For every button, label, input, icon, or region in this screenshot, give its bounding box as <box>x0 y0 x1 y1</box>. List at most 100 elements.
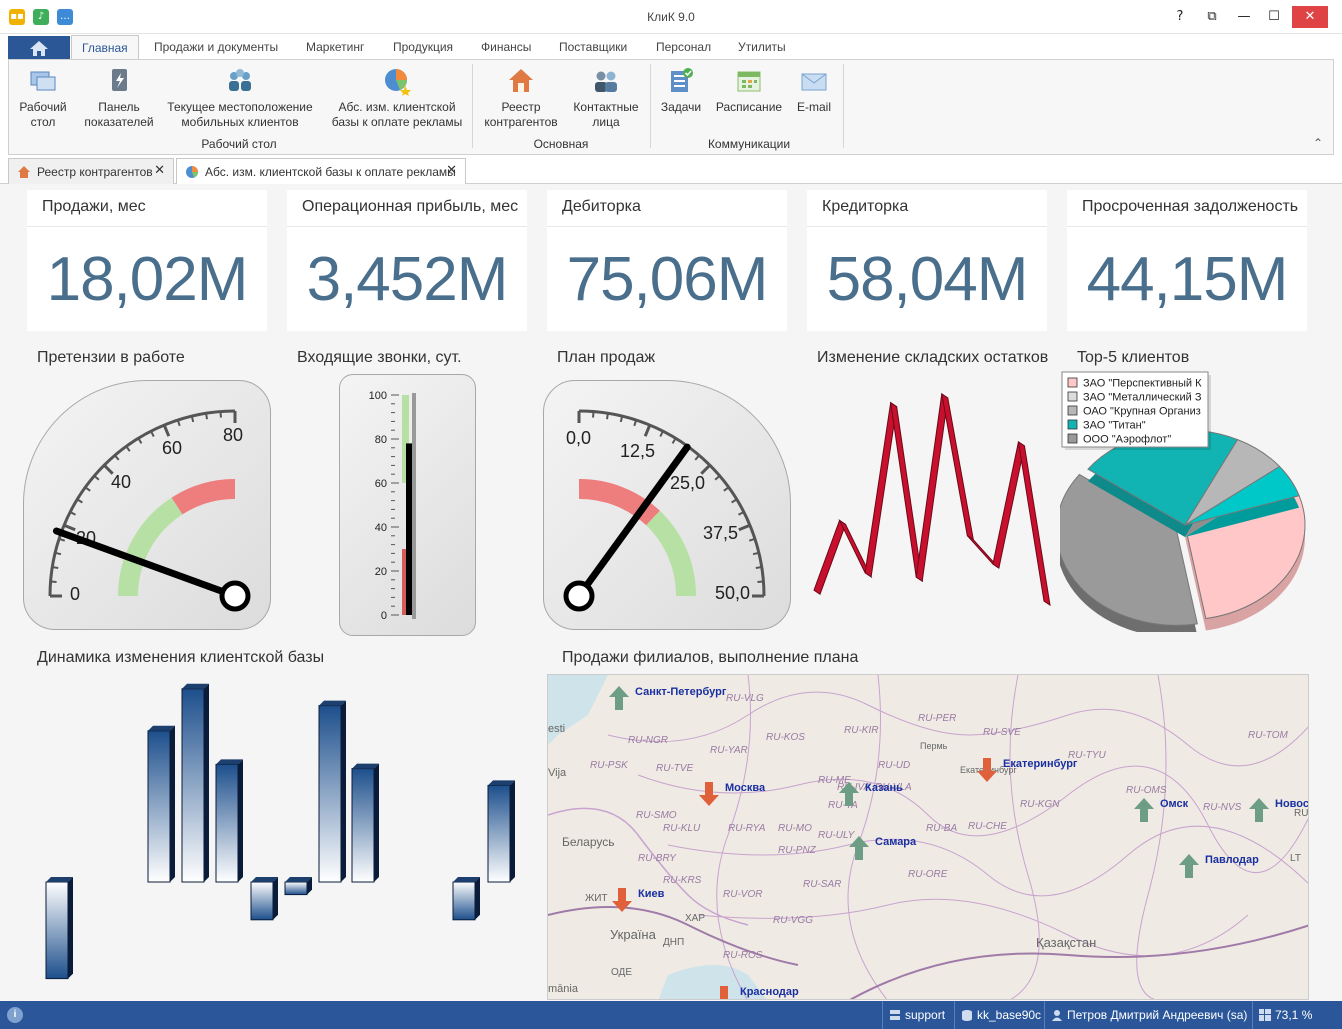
map-region-label: RU-KOS <box>766 732 805 743</box>
mobile-clients-icon <box>229 69 251 91</box>
down-arrow-icon[interactable] <box>976 757 998 783</box>
close-button[interactable]: ✕ <box>1292 6 1328 28</box>
map-city-label[interactable]: Санкт-Петербург <box>635 686 727 698</box>
map-place-label: ОДЕ <box>611 967 633 978</box>
chat-icon[interactable]: … <box>57 9 73 25</box>
branch-map[interactable]: RU-VLGRU-NGRRU-KOSRU-YARRU-PSKRU-TVERU-I… <box>547 674 1309 1000</box>
map-place-label: esti <box>548 723 566 735</box>
client-base-bar-chart[interactable] <box>30 674 530 994</box>
client-base-bar[interactable] <box>318 705 342 883</box>
tab-home[interactable]: Главная <box>71 35 139 60</box>
gauge-tick <box>633 419 638 427</box>
legend-label: ОАО "Крупная Организ <box>1083 406 1201 418</box>
tasks-button[interactable]: Задачи <box>656 66 706 115</box>
down-arrow-icon[interactable] <box>611 887 633 913</box>
client-base-bar[interactable] <box>147 730 171 883</box>
map-city-label[interactable]: Москва <box>725 782 766 794</box>
doc-tab-contractors[interactable]: Реестр контрагентов ✕ <box>8 158 174 184</box>
claims-gauge[interactable]: 0 20 40 60 80 <box>23 380 271 630</box>
kpi-card-sales[interactable]: Продажи, мес 18,02M <box>27 190 267 331</box>
gauge-tick <box>54 551 62 556</box>
kpi-value: 44,15M <box>1086 245 1289 314</box>
down-arrow-icon[interactable] <box>698 781 720 807</box>
email-button[interactable]: E-mail <box>791 66 837 115</box>
dashboard-panel-button[interactable]: Панель показателей <box>81 66 157 130</box>
restore-ribbon-button[interactable]: ⧉ <box>1207 9 1217 24</box>
client-base-bar[interactable] <box>215 763 239 883</box>
doc-tab-client-base-ads[interactable]: Абс. изм. клиентской базы к оплате рекла… <box>176 158 466 184</box>
kpi-title: Дебиторка <box>562 198 641 215</box>
collapse-ribbon-button[interactable]: ⌃ <box>1312 136 1323 150</box>
gauge-tick-label: 100 <box>369 390 387 402</box>
up-arrow-icon[interactable] <box>1178 853 1200 879</box>
map-place-label: Пермь <box>920 741 948 751</box>
kpi-card-overdue-debt[interactable]: Просроченная задолженость 44,15M <box>1067 190 1307 331</box>
tab-personnel[interactable]: Персонал <box>656 40 712 54</box>
map-place-label: ДНП <box>663 937 685 948</box>
up-arrow-icon[interactable] <box>848 835 870 861</box>
map-city-label[interactable]: Екатеринбург <box>1003 758 1078 770</box>
client-base-ads-button[interactable]: Абс. изм. клиентской базы к оплате рекла… <box>329 66 465 130</box>
desktop-button[interactable]: Рабочий стол <box>15 66 71 130</box>
info-icon[interactable]: i <box>7 1007 23 1023</box>
phone-icon[interactable]: ♪ <box>33 9 49 25</box>
tab-products[interactable]: Продукция <box>393 40 454 54</box>
gauge-tick-label: 0 <box>381 610 387 622</box>
gauge-tick <box>748 537 756 542</box>
app-logo-icon[interactable]: ▪▪ <box>9 9 25 25</box>
up-arrow-icon[interactable] <box>608 685 630 711</box>
up-arrow-icon[interactable] <box>838 781 860 807</box>
client-base-bar[interactable] <box>250 881 274 921</box>
top5-pie-chart[interactable]: ЗАО "Перспективный К ЗАО "Металлический З… <box>1060 370 1310 632</box>
dashboard-panel-icon <box>112 69 127 91</box>
down-arrow-icon[interactable] <box>713 985 735 1000</box>
kpi-card-receivables[interactable]: Дебиторка 75,06M <box>547 190 787 331</box>
mobile-clients-location-button[interactable]: Текущее местоположение мобильных клиенто… <box>165 66 315 130</box>
application-menu-button[interactable] <box>8 36 70 60</box>
up-arrow-icon[interactable] <box>1133 797 1155 823</box>
client-base-bar[interactable] <box>487 784 511 883</box>
tab-sales-documents[interactable]: Продажи и документы <box>154 40 279 54</box>
client-base-bar[interactable] <box>351 768 375 883</box>
pie-slice[interactable] <box>1184 465 1300 526</box>
schedule-button[interactable]: Расписание <box>713 66 785 115</box>
tab-suppliers[interactable]: Поставщики <box>559 40 628 54</box>
schedule-icon <box>737 71 761 92</box>
kpi-card-operating-profit[interactable]: Операционная прибыль, мес 3,452M <box>287 190 527 331</box>
calls-gauge-title: Входящие звонки, сут. <box>297 349 462 366</box>
map-city-label[interactable]: Омск <box>1160 798 1189 810</box>
minimize-button[interactable]: — <box>1237 9 1251 24</box>
map-city-label[interactable]: Киев <box>638 888 665 900</box>
map-city-label[interactable]: Казань <box>865 782 903 794</box>
client-base-bar[interactable] <box>284 881 308 896</box>
kpi-card-payables[interactable]: Кредиторка 58,04M <box>807 190 1047 331</box>
close-tab-icon[interactable]: ✕ <box>154 163 165 178</box>
map-city-label[interactable]: Павлодар <box>1205 854 1259 866</box>
contractors-registry-button[interactable]: Реестр контрагентов <box>479 66 563 130</box>
contacts-button[interactable]: Контактные лица <box>569 66 643 130</box>
plan-gauge[interactable]: 0,0 12,5 25,0 37,5 50,0 <box>543 380 791 630</box>
database-icon <box>962 1010 972 1021</box>
gauge-tick <box>103 464 114 475</box>
up-arrow-icon[interactable] <box>1248 797 1270 823</box>
tab-utilities[interactable]: Утилиты <box>738 40 786 54</box>
close-tab-icon[interactable]: ✕ <box>446 163 457 178</box>
map-city-label[interactable]: Краснодар <box>740 986 799 998</box>
client-base-bar[interactable] <box>181 688 205 883</box>
client-base-bar[interactable] <box>45 881 69 980</box>
status-zoom[interactable]: 73,1 % <box>1252 1001 1312 1029</box>
maximize-button[interactable]: ☐ <box>1268 9 1280 24</box>
map-city-label[interactable]: Самара <box>875 836 917 848</box>
help-button[interactable]: ? <box>1176 9 1184 24</box>
tab-marketing[interactable]: Маркетинг <box>306 40 365 54</box>
tab-finance[interactable]: Финансы <box>481 40 532 54</box>
calls-gauge[interactable]: 100 80 60 40 20 0 <box>339 374 476 636</box>
stock-chart[interactable] <box>806 380 1052 630</box>
group-label-main: Основная <box>533 137 589 151</box>
pie-slice[interactable] <box>1060 473 1198 626</box>
client-base-bar[interactable] <box>452 881 476 921</box>
map-city-label[interactable]: Новос <box>1275 798 1309 810</box>
gauge-tick <box>723 486 730 492</box>
map-region-label: RU-NGR <box>628 735 668 746</box>
client-base-bar-side <box>204 683 209 882</box>
